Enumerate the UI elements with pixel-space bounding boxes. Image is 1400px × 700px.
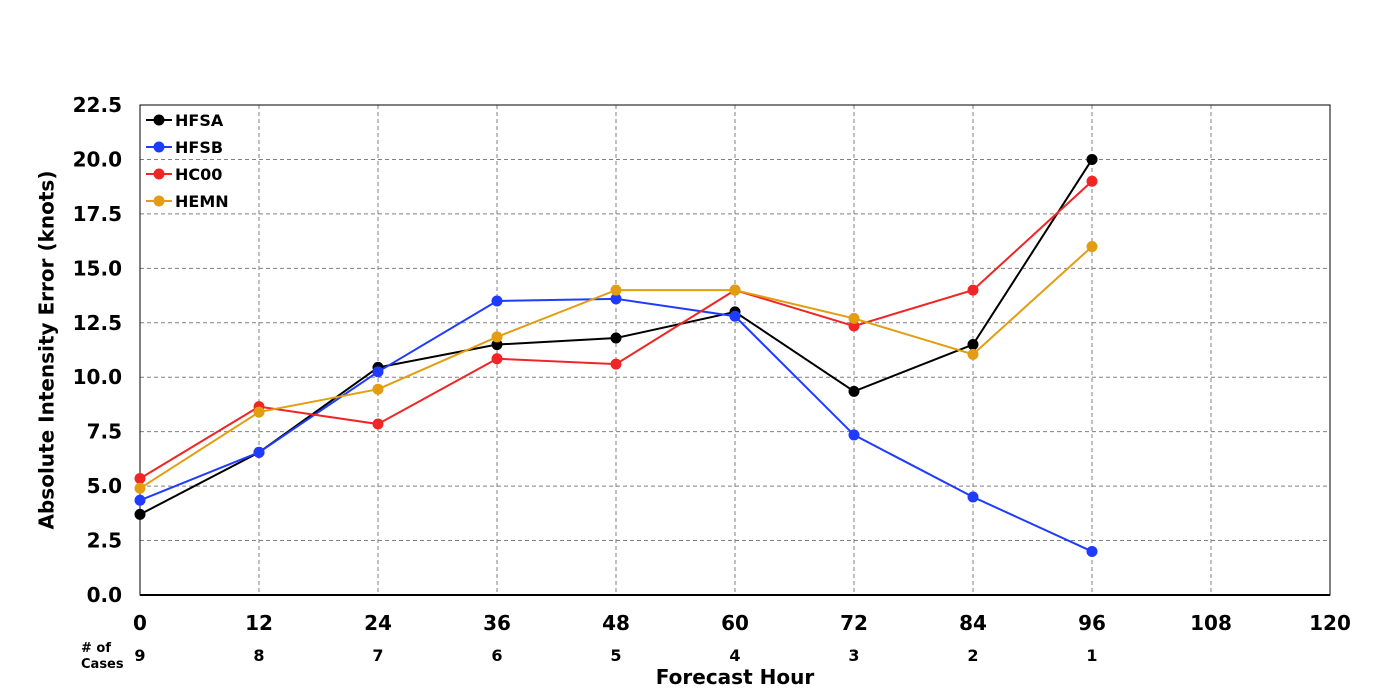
cases-label: # of Cases bbox=[81, 641, 124, 672]
data-point bbox=[134, 482, 146, 494]
x-tick-label: 84 bbox=[959, 611, 987, 635]
x-tick-labels: 0 12 24 36 48 60 72 84 96 108 120 bbox=[133, 611, 1351, 635]
data-point bbox=[1086, 153, 1098, 165]
legend-marker bbox=[153, 114, 165, 126]
x-tick-label: 12 bbox=[245, 611, 273, 635]
data-point bbox=[1086, 545, 1098, 557]
x-axis-title: Forecast Hour bbox=[656, 665, 815, 689]
case-count: 9 bbox=[134, 646, 145, 665]
data-point bbox=[134, 494, 146, 506]
series-hfsb bbox=[134, 293, 1098, 557]
data-point bbox=[967, 491, 979, 503]
series-layer bbox=[134, 153, 1098, 557]
legend-label: HC00 bbox=[175, 165, 222, 184]
y-tick-label: 10.0 bbox=[73, 365, 122, 389]
data-point bbox=[848, 385, 860, 397]
x-tick-label: 24 bbox=[364, 611, 392, 635]
data-point bbox=[253, 446, 265, 458]
legend-marker bbox=[153, 195, 165, 207]
x-tick-label: 60 bbox=[721, 611, 749, 635]
case-count: 4 bbox=[729, 646, 740, 665]
y-tick-label: 15.0 bbox=[73, 256, 122, 280]
case-count: 6 bbox=[491, 646, 502, 665]
legend-item: HC00 bbox=[146, 165, 222, 184]
series-hemn bbox=[134, 241, 1098, 494]
legend-label: HEMN bbox=[175, 192, 229, 211]
data-point bbox=[372, 418, 384, 430]
data-point bbox=[610, 293, 622, 305]
y-tick-label: 22.5 bbox=[73, 93, 122, 117]
y-axis-title: Absolute Intensity Error (knots) bbox=[35, 171, 59, 530]
data-point bbox=[848, 312, 860, 324]
case-counts: 9 8 7 6 5 4 3 2 1 bbox=[134, 646, 1097, 665]
data-point bbox=[610, 284, 622, 296]
data-point bbox=[134, 508, 146, 520]
data-point bbox=[967, 339, 979, 351]
data-point bbox=[848, 429, 860, 441]
legend-item: HFSB bbox=[146, 138, 223, 157]
case-count: 7 bbox=[372, 646, 383, 665]
x-tick-label: 0 bbox=[133, 611, 147, 635]
legend-marker bbox=[153, 168, 165, 180]
y-tick-label: 20.0 bbox=[73, 147, 122, 171]
data-point bbox=[729, 310, 741, 322]
data-point bbox=[491, 339, 503, 351]
data-point bbox=[253, 406, 265, 418]
x-tick-label: 72 bbox=[840, 611, 868, 635]
y-tick-label: 17.5 bbox=[73, 202, 122, 226]
x-tick-label: 96 bbox=[1078, 611, 1106, 635]
data-point bbox=[1086, 241, 1098, 253]
y-tick-label: 0.0 bbox=[87, 583, 122, 607]
data-point bbox=[491, 295, 503, 307]
x-tick-label: 108 bbox=[1190, 611, 1232, 635]
legend-item: HEMN bbox=[146, 192, 229, 211]
case-count: 5 bbox=[610, 646, 621, 665]
y-tick-label: 2.5 bbox=[87, 529, 122, 553]
data-point bbox=[134, 472, 146, 484]
grid-lines bbox=[140, 105, 1330, 595]
data-point bbox=[610, 358, 622, 370]
case-count: 3 bbox=[848, 646, 859, 665]
data-point bbox=[372, 366, 384, 378]
cases-label-line-2: Cases bbox=[81, 657, 124, 672]
data-point bbox=[967, 348, 979, 360]
legend-label: HFSB bbox=[175, 138, 223, 157]
data-point bbox=[372, 383, 384, 395]
y-tick-label: 12.5 bbox=[73, 311, 122, 335]
data-point bbox=[729, 284, 741, 296]
x-tick-label: 120 bbox=[1309, 611, 1351, 635]
data-point bbox=[610, 332, 622, 344]
data-point bbox=[1086, 175, 1098, 187]
legend: HFSA HFSB HC00 HEMN bbox=[146, 111, 229, 211]
y-tick-label: 5.0 bbox=[87, 474, 122, 498]
y-tick-labels: 0.0 2.5 5.0 7.5 10.0 12.5 15.0 17.5 20.0 22.5 bbox=[73, 93, 122, 607]
case-count: 1 bbox=[1086, 646, 1097, 665]
legend-marker bbox=[153, 141, 165, 153]
case-count: 8 bbox=[253, 646, 264, 665]
case-count: 2 bbox=[967, 646, 978, 665]
x-tick-label: 48 bbox=[602, 611, 630, 635]
data-point bbox=[491, 353, 503, 365]
cases-label-line-1: # of bbox=[81, 641, 111, 656]
legend-label: HFSA bbox=[175, 111, 224, 130]
y-tick-label: 7.5 bbox=[87, 420, 122, 444]
legend-item: HFSA bbox=[146, 111, 224, 130]
data-point bbox=[491, 331, 503, 343]
data-point bbox=[848, 320, 860, 332]
x-tick-label: 36 bbox=[483, 611, 511, 635]
data-point bbox=[967, 284, 979, 296]
